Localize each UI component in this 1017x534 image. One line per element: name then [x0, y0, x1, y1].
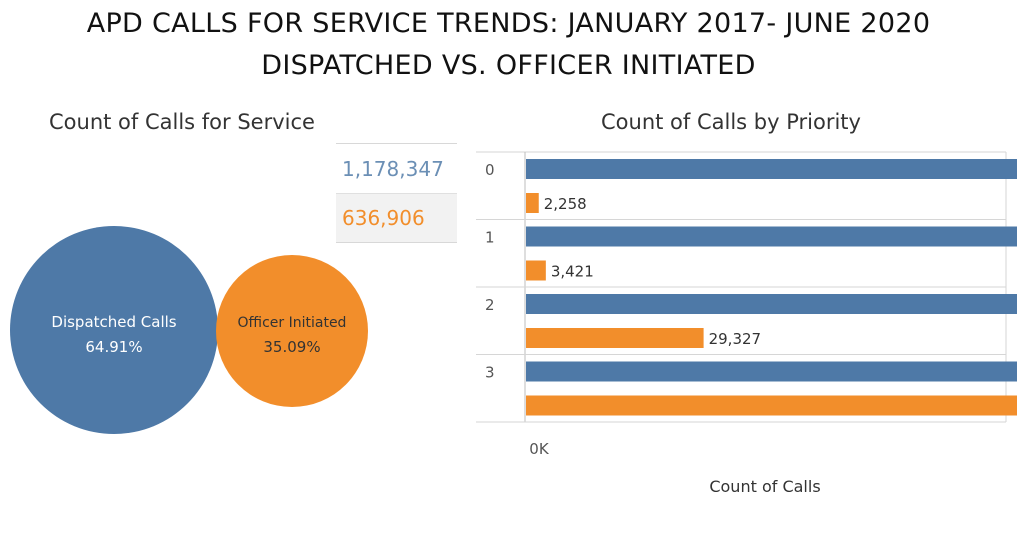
- bar-data-label: 3,421: [551, 263, 594, 281]
- officer-initiated-bar: [526, 395, 1017, 416]
- dispatched-bar: [526, 361, 1017, 382]
- officer-initiated-bubble-percent: 35.09%: [263, 338, 320, 356]
- dispatched-bubble[interactable]: [10, 226, 218, 434]
- bar-chart-title: Count of Calls by Priority: [601, 110, 861, 134]
- officer-initiated-bar: [526, 193, 539, 213]
- dispatched-total: 1,178,347: [336, 143, 457, 193]
- chart-title-line-2: DISPATCHED VS. OFFICER INITIATED: [261, 50, 756, 81]
- bar-data-label: 2,258: [544, 195, 587, 213]
- officer-initiated-bubble[interactable]: [216, 255, 368, 407]
- dispatched-bubble-percent: 64.91%: [85, 338, 142, 356]
- bubble-chart: Dispatched Calls 64.91% Officer Initiate…: [10, 226, 368, 434]
- totals-table: 1,178,347 636,906: [336, 143, 457, 243]
- chart-title-line-1: APD CALLS FOR SERVICE TRENDS: JANUARY 20…: [86, 8, 931, 39]
- dispatched-bar: [526, 226, 1017, 247]
- officer-initiated-bar: [526, 260, 546, 281]
- priority-label: 0: [485, 161, 495, 179]
- dispatched-bar: [526, 294, 1017, 314]
- bubble-chart-title: Count of Calls for Service: [49, 110, 315, 134]
- x-axis-title: Count of Calls: [709, 477, 820, 496]
- officer-initiated-total: 636,906: [336, 193, 457, 243]
- x-tick-label: 0K: [529, 440, 550, 458]
- priority-label: 2: [485, 296, 495, 314]
- dispatched-bar: [526, 159, 1017, 179]
- officer-initiated-bubble-label: Officer Initiated: [238, 315, 347, 331]
- dispatched-bubble-label: Dispatched Calls: [51, 313, 176, 331]
- priority-label: 1: [485, 229, 495, 247]
- bar-data-label: 29,327: [709, 330, 762, 348]
- officer-initiated-bar: [526, 328, 704, 348]
- priority-label: 3: [485, 364, 495, 382]
